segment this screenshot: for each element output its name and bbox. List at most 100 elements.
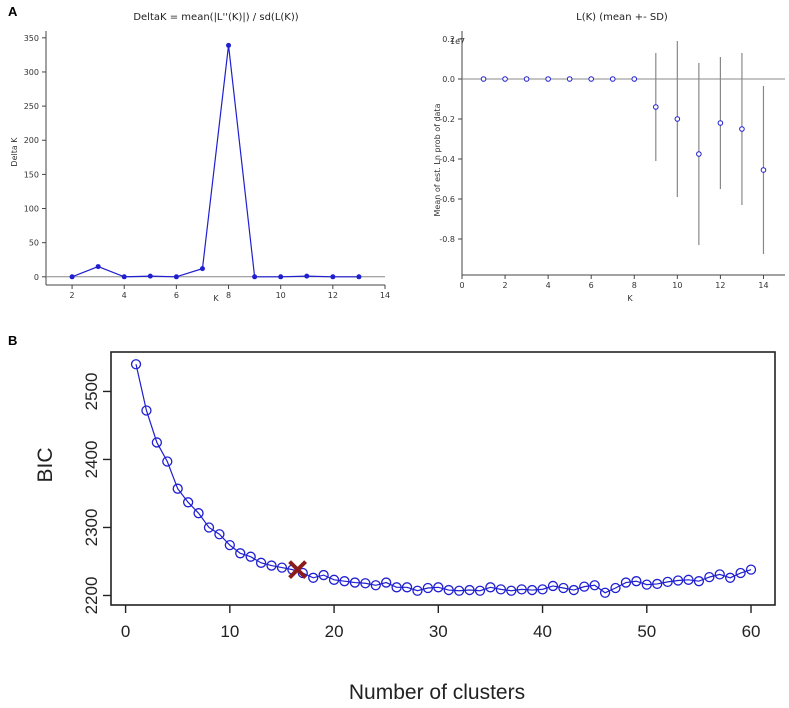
- bic-y-tick-label: 2400: [82, 441, 101, 479]
- bic-point: [631, 576, 642, 587]
- bic-x-tick-label: 60: [742, 622, 761, 641]
- bic-point: [714, 569, 725, 580]
- bic-series-line: [135, 364, 752, 594]
- bic-point: [381, 577, 392, 588]
- lk-x-tick-label: 4: [546, 281, 551, 290]
- bic-point: [693, 576, 705, 587]
- panel-a-label: A: [8, 4, 18, 19]
- bic-point: [130, 359, 142, 370]
- lk-ylabel: Mean of est. Ln prob of data: [433, 103, 442, 216]
- bic-point: [433, 582, 444, 593]
- deltak-y-tick-label: 300: [24, 68, 39, 77]
- deltak-point: [356, 274, 362, 280]
- bic-point: [443, 584, 454, 596]
- deltak-point: [226, 42, 232, 48]
- bic-point: [235, 548, 246, 559]
- deltak-point: [147, 273, 153, 279]
- bic-point: [506, 585, 517, 596]
- lk-point: [609, 76, 616, 82]
- lk-axes: 0.2 0.0 -0.2 -0.4 -0.6 -0.8 0 2 4 6 8 10 12 14: [439, 31, 785, 290]
- deltak-y-tick-label: 150: [24, 170, 39, 179]
- lk-point: [545, 76, 551, 82]
- lk-y-tick-label: 0.0: [442, 75, 455, 84]
- deltak-point: [330, 274, 336, 280]
- deltak-point: [173, 274, 179, 280]
- bic-point: [589, 580, 600, 591]
- bic-point: [276, 562, 288, 573]
- lk-point: [760, 167, 767, 173]
- deltak-x-tick-label: 12: [328, 291, 338, 300]
- lk-x-tick-label: 6: [589, 281, 594, 290]
- bic-x-tick-label: 50: [637, 622, 656, 641]
- deltak-y-tick-label: 200: [24, 136, 39, 145]
- lk-point: [631, 76, 638, 82]
- deltak-y-tick-label: 50: [29, 239, 39, 248]
- lk-point: [674, 116, 681, 122]
- lk-x-tick-label: 2: [503, 281, 508, 290]
- lk-y-tick-label: -0.6: [439, 195, 455, 204]
- bic-point: [422, 582, 434, 594]
- lk-point: [653, 104, 659, 110]
- lk-point: [502, 76, 508, 82]
- lk-title: L(K) (mean +- SD): [576, 12, 668, 23]
- lk-point: [523, 76, 530, 82]
- bic-point: [193, 508, 204, 519]
- bic-point: [412, 585, 423, 596]
- bic-point: [203, 522, 215, 533]
- bic-point: [662, 576, 673, 588]
- bic-x-tick-label: 10: [220, 622, 239, 641]
- bic-point: [339, 576, 350, 587]
- bic-x-tick-label: 30: [429, 622, 448, 641]
- deltak-x-tick-label: 10: [276, 291, 286, 300]
- lk-point: [739, 126, 745, 132]
- deltak-title: DeltaK = mean(|L''(K)|) / sd(L(K)): [133, 12, 298, 23]
- deltak-xlabel: K: [213, 294, 219, 303]
- bic-point: [255, 557, 267, 568]
- bic-point: [141, 405, 152, 416]
- lk-point: [480, 76, 487, 82]
- bic-point: [579, 581, 590, 592]
- deltak-point: [69, 274, 75, 280]
- bic-point: [318, 569, 329, 581]
- bic-y-tick-label: 2200: [82, 577, 101, 615]
- bic-ylabel: BIC: [34, 447, 57, 482]
- lk-x-tick-label: 10: [672, 281, 682, 290]
- deltak-point: [199, 266, 205, 272]
- bic-point: [454, 585, 465, 596]
- bic-point: [516, 584, 527, 595]
- bic-point: [620, 577, 632, 588]
- bic-point: [391, 582, 402, 593]
- deltak-series-line: [71, 45, 359, 278]
- lk-point: [588, 76, 595, 82]
- deltak-x-tick-label: 6: [174, 291, 179, 300]
- bic-point: [526, 584, 538, 596]
- lk-x-tick-label: 0: [459, 281, 464, 290]
- bic-point: [495, 584, 507, 595]
- bic-point: [568, 584, 579, 596]
- bic-point: [464, 584, 475, 596]
- lk-x-tick-label: 8: [632, 281, 637, 290]
- bic-point: [401, 582, 413, 593]
- bic-point: [214, 529, 225, 540]
- lk-x-tick-label: 12: [715, 281, 725, 290]
- deltak-chart: DeltaK = mean(|L''(K)|) / sd(L(K)) Delta…: [10, 12, 390, 303]
- lk-point: [696, 151, 702, 157]
- bic-y-tick-label: 2500: [82, 373, 101, 411]
- bic-point: [547, 580, 559, 592]
- bic-point: [485, 582, 496, 593]
- bic-xlabel: Number of clusters: [349, 681, 525, 704]
- deltak-point: [252, 274, 258, 280]
- deltak-point: [95, 264, 101, 270]
- deltak-ylabel: Delta K: [10, 137, 19, 167]
- bic-x-tick-label: 0: [121, 622, 130, 641]
- bic-point: [162, 456, 173, 467]
- lk-xlabel: K: [627, 294, 633, 303]
- bic-point: [745, 564, 757, 575]
- bic-point: [349, 577, 361, 588]
- lk-point: [717, 120, 724, 126]
- lk-y-tick-label: 0.2: [442, 35, 455, 44]
- deltak-x-tick-label: 14: [380, 291, 390, 300]
- lk-y-tick-label: -0.2: [439, 115, 455, 124]
- lk-point: [566, 76, 573, 82]
